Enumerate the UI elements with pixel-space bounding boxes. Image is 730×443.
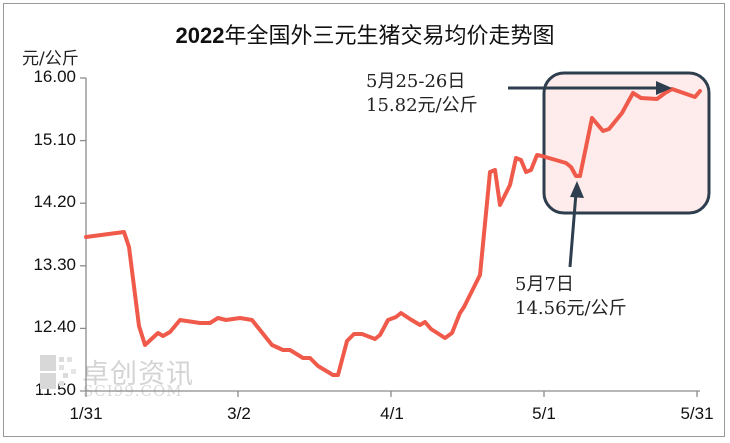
x-tick-label: 1/31 [69, 404, 103, 423]
x-tick-label: 4/1 [380, 404, 404, 423]
y-tick-label: 13.30 [33, 255, 76, 274]
annotation-peak-value: 15.82元/公斤 [366, 95, 478, 116]
y-tick-label: 16.00 [33, 67, 76, 86]
y-tick-label: 15.10 [33, 130, 76, 149]
x-tick-label: 5/31 [680, 404, 714, 423]
y-axis [80, 77, 87, 391]
title-text: 年全国外三元生猪交易均价走势图 [224, 24, 555, 49]
y-tick-label: 14.20 [33, 192, 76, 211]
title-year: 2022 [175, 23, 225, 48]
annotation-peak-date: 5月25-26日 [366, 71, 466, 92]
watermark-logo-icon [40, 355, 76, 389]
x-tick-label: 3/2 [227, 404, 251, 423]
annotation-peak: 5月25-26日 15.82元/公斤 [366, 70, 478, 118]
y-axis-unit-label: 元/公斤 [22, 49, 79, 69]
x-axis [80, 390, 700, 397]
highlight-box [542, 71, 711, 215]
annotation-trough: 5月7日 14.56元/公斤 [515, 273, 627, 321]
annotation-trough-value: 14.56元/公斤 [515, 298, 627, 319]
price-line-series [84, 87, 702, 377]
annotation-trough-date: 5月7日 [515, 274, 574, 295]
annotation-arrow-top [508, 81, 672, 95]
chart-title: 2022年全国外三元生猪交易均价走势图 [0, 18, 730, 50]
watermark-brand: 卓创资讯 [82, 359, 194, 390]
y-tick-label: 12.40 [33, 317, 76, 336]
x-tick-label: 5/1 [532, 404, 556, 423]
annotation-arrow-bottom [568, 181, 584, 268]
